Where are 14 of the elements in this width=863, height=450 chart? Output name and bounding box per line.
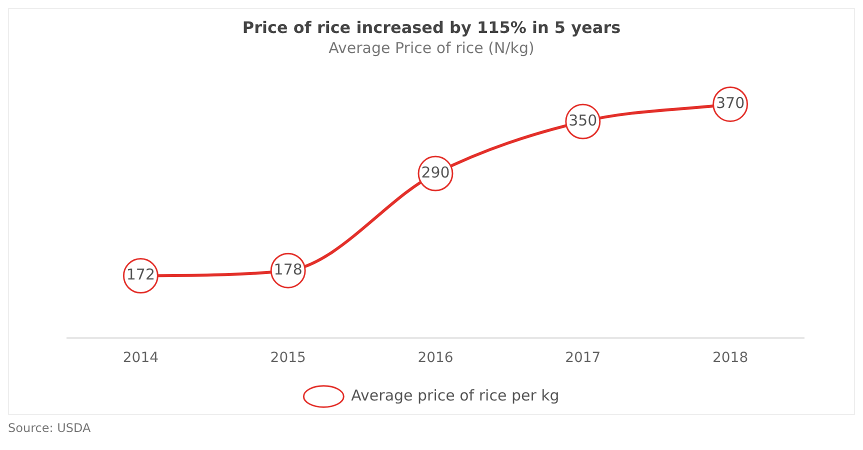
chart-subtitle: Average Price of rice (N/kg) xyxy=(328,39,534,58)
data-label: 350 xyxy=(568,111,598,130)
legend-label: Average price of rice per kg xyxy=(351,386,560,404)
data-label: 370 xyxy=(716,94,745,112)
source-note: Source: USDA xyxy=(8,421,92,435)
x-tick-label: 2016 xyxy=(418,350,454,366)
x-tick-label: 2015 xyxy=(270,350,306,366)
chart-title: Price of rice increased by 115% in 5 years xyxy=(242,18,621,37)
data-label: 178 xyxy=(274,260,302,278)
data-label: 290 xyxy=(421,163,450,182)
x-tick-label: 2014 xyxy=(122,350,159,366)
data-label: 172 xyxy=(126,266,156,284)
x-tick-label: 2018 xyxy=(712,350,748,366)
x-tick-label: 2017 xyxy=(565,350,601,366)
